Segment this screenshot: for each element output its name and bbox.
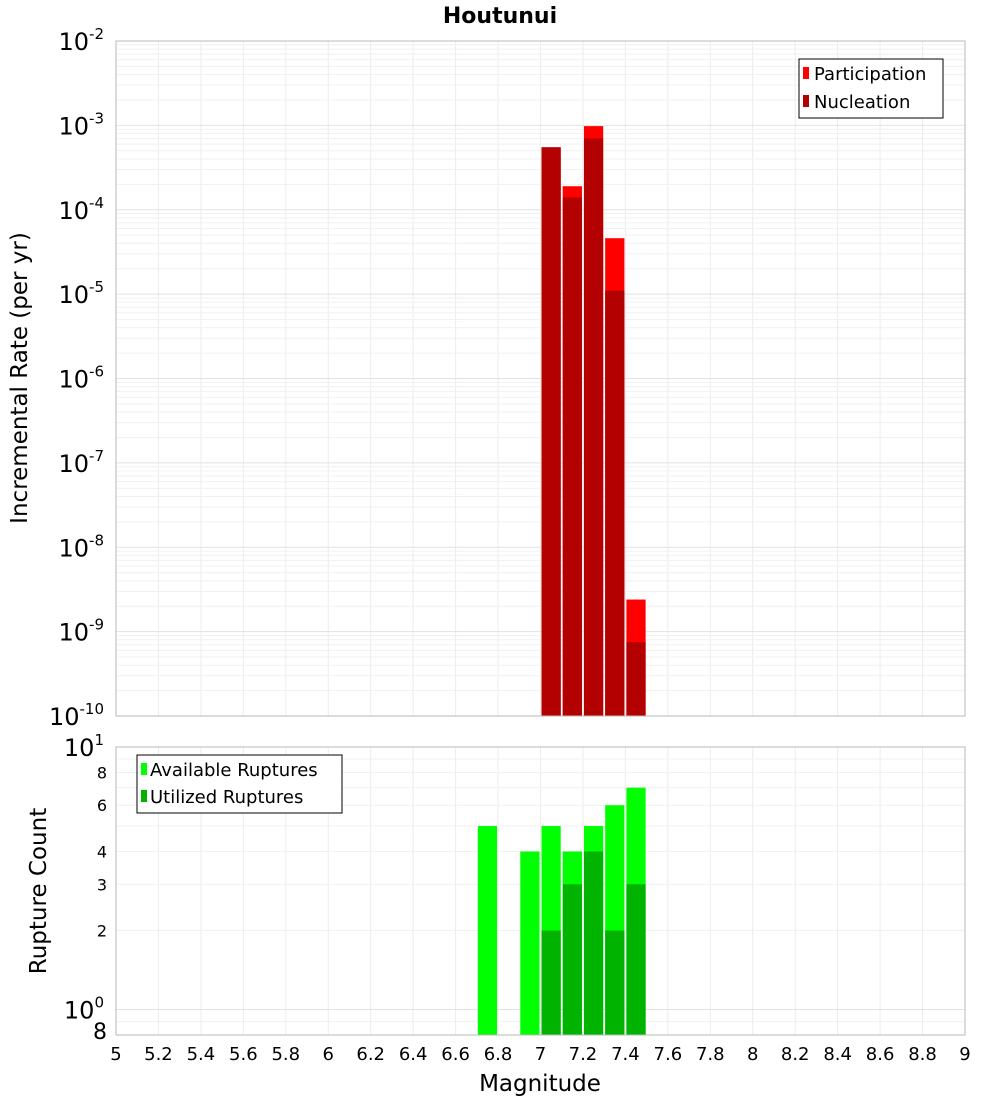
y-tick-exponent: -10 [80, 700, 105, 718]
utilized-ruptures-bar [562, 884, 582, 1035]
y-tick-minor-label: 8 [97, 763, 107, 782]
x-tick-label: 8.4 [823, 1044, 852, 1065]
nucleation-bar [605, 290, 625, 716]
y-tick-exponent: -5 [89, 278, 104, 296]
y-tick-minor-label: 6 [97, 796, 107, 815]
bottom-y-axis-label: Rupture Count [26, 808, 52, 974]
y-tick-base: 10 [49, 703, 80, 731]
y-tick-base: 10 [64, 997, 95, 1025]
y-tick-label: 10-8 [58, 531, 104, 562]
top-y-axis-label: Incremental Rate (per yr) [7, 232, 33, 524]
utilized-ruptures-bar [626, 884, 646, 1035]
x-tick-label: 5.8 [271, 1044, 300, 1065]
y-tick-label: 10-5 [58, 278, 104, 309]
utilized-ruptures-bar [583, 851, 604, 1035]
y-tick-base: 10 [58, 366, 89, 394]
y-tick-label: 10-10 [49, 700, 104, 731]
x-tick-label: 7 [535, 1044, 546, 1065]
x-tick-label: 6.4 [399, 1044, 428, 1065]
y-tick-minor-label: 3 [97, 875, 107, 894]
y-tick-exponent: -2 [89, 25, 104, 43]
utilized-ruptures-bar [605, 930, 625, 1035]
x-tick-label: 5.6 [229, 1044, 258, 1065]
legend-swatch-available [141, 763, 147, 775]
y-tick-minor-label: 8 [93, 1020, 107, 1045]
nucleation-bar [541, 147, 561, 717]
y-tick-exponent: -7 [89, 447, 104, 465]
x-tick-label: 9 [959, 1044, 970, 1065]
x-tick-label: 7.6 [654, 1044, 683, 1065]
y-tick-exponent: 0 [94, 994, 104, 1012]
x-tick-label: 7.8 [696, 1044, 725, 1065]
available-ruptures-bar [520, 851, 540, 1035]
x-tick-label: 8.8 [908, 1044, 937, 1065]
utilized-ruptures-bar [541, 930, 561, 1035]
y-tick-label: 101 [64, 731, 104, 762]
y-tick-base: 10 [64, 734, 95, 762]
x-tick-label: 6.8 [484, 1044, 513, 1065]
nucleation-bar [583, 138, 604, 717]
nucleation-bar [562, 197, 582, 717]
x-ticks: 5 5.2 5.4 5.6 5.8 6 6.2 6.4 6.6 6.8 7 7.2 7.4 7.6 7.8 8… [110, 1044, 970, 1065]
y-tick-label: 100 [64, 994, 104, 1025]
y-tick-label: 10-3 [58, 109, 104, 140]
legend-swatch-participation [803, 67, 809, 79]
top-legend: Participation Nucleation [798, 58, 944, 119]
x-tick-label: 6.2 [356, 1044, 385, 1065]
y-tick-label: 10-7 [58, 447, 104, 478]
legend-label-utilized: Utilized Ruptures [150, 787, 303, 808]
chart-title: Houtunui [443, 4, 557, 29]
top-legend-box [798, 58, 944, 119]
bottom-plot-border [115, 746, 966, 1036]
y-tick-label: 10-6 [58, 363, 104, 394]
x-tick-label: 8.6 [866, 1044, 895, 1065]
y-tick-base: 10 [58, 28, 89, 56]
y-tick-label: 10-4 [58, 194, 104, 225]
y-tick-base: 10 [58, 281, 89, 309]
x-axis-label: Magnitude [479, 1071, 601, 1097]
y-tick-exponent: -3 [89, 109, 104, 127]
x-tick-label: 7.4 [611, 1044, 640, 1065]
x-tick-label: 5 [110, 1044, 121, 1065]
x-tick-label: 7.2 [569, 1044, 598, 1065]
x-tick-label: 6.6 [441, 1044, 470, 1065]
y-tick-exponent: -9 [89, 616, 104, 634]
y-tick-base: 10 [58, 112, 89, 140]
x-tick-label: 6 [323, 1044, 334, 1065]
y-tick-base: 10 [58, 534, 89, 562]
y-tick-exponent: 1 [94, 731, 104, 749]
x-tick-label: 5.4 [187, 1044, 216, 1065]
x-tick-label: 5.2 [144, 1044, 173, 1065]
nucleation-bar [626, 642, 646, 716]
y-tick-minor-label: 4 [97, 842, 107, 861]
y-tick-label: 10-2 [58, 25, 104, 56]
y-tick-base: 10 [58, 197, 89, 225]
y-tick-base: 10 [58, 450, 89, 478]
y-tick-minor-label: 2 [97, 922, 107, 941]
bottom-legend: Available Ruptures Utilized Ruptures [136, 754, 343, 814]
legend-swatch-nucleation [803, 95, 809, 107]
top-grid [115, 41, 966, 717]
y-tick-label: 10-9 [58, 616, 104, 647]
legend-label-available: Available Ruptures [150, 760, 318, 781]
y-tick-base: 10 [58, 619, 89, 647]
legend-label-nucleation: Nucleation [814, 92, 910, 113]
y-tick-exponent: -4 [89, 194, 104, 212]
y-tick-exponent: -6 [89, 363, 104, 381]
top-plot-border [115, 40, 966, 717]
legend-swatch-utilized [141, 790, 147, 802]
top-plot: 10-210-310-410-510-610-710-810-910-10 In… [7, 25, 966, 731]
top-y-ticks: 10-210-310-410-510-610-710-810-910-10 [49, 25, 104, 731]
available-ruptures-bar [477, 826, 498, 1035]
bottom-legend-box [136, 754, 343, 814]
y-tick-exponent: -8 [89, 531, 104, 549]
bottom-bars [477, 787, 646, 1035]
top-bars [541, 126, 646, 717]
x-tick-label: 8 [747, 1044, 758, 1065]
legend-label-participation: Participation [814, 64, 926, 85]
x-tick-label: 8.2 [781, 1044, 810, 1065]
